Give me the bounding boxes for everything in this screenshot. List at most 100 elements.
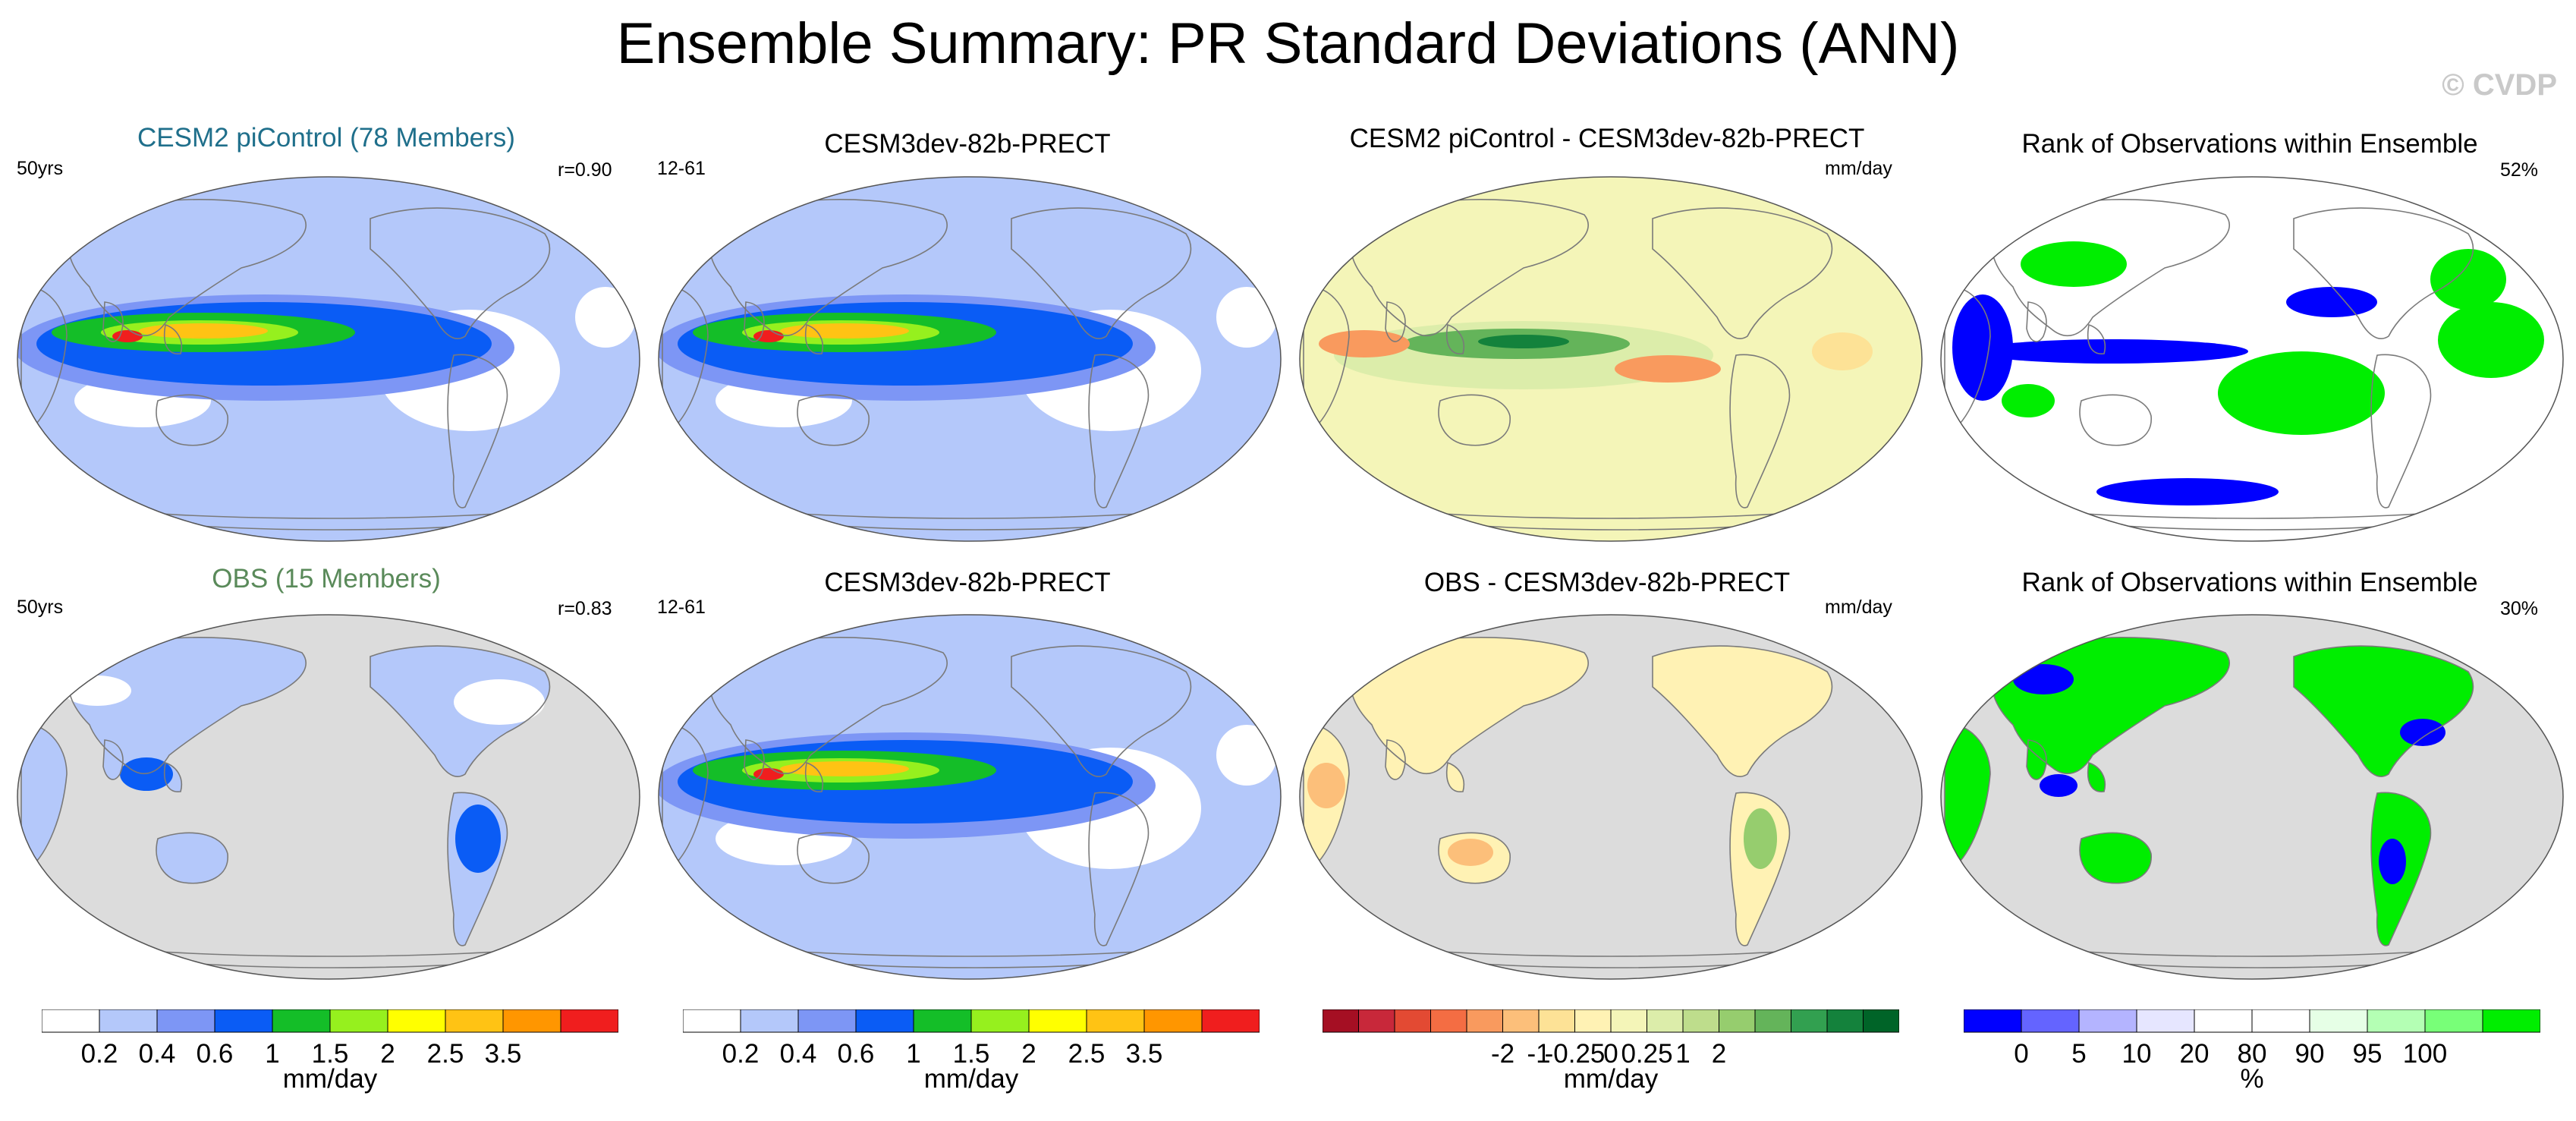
panel-4-field: [1941, 177, 2563, 541]
colorbar-tick-label: -2: [1491, 1039, 1514, 1069]
colorbar-tick-label: 0.4: [780, 1039, 817, 1069]
coastline-samerica: [2370, 354, 2432, 509]
coastline-europe: [1261, 232, 1274, 288]
coastline-india: [2026, 739, 2047, 780]
coastline-samerica: [447, 792, 508, 946]
panel-7-field: [1300, 615, 1922, 979]
panel-7-map: [1299, 614, 1923, 980]
colorbar-tick-label: 2.5: [427, 1039, 464, 1069]
coastline-greenland: [2471, 194, 2510, 232]
colorbar-swatch: [272, 1009, 331, 1033]
colorbar-tick-label: 3.5: [1126, 1039, 1163, 1069]
panel-2-field: [659, 177, 1281, 541]
colorbar-swatch: [42, 1009, 100, 1033]
colorbar-swatch: [156, 1009, 215, 1033]
coastline-seasia: [164, 323, 182, 354]
colorbar-swatch: [1502, 1009, 1540, 1033]
coastline-namerica: [1652, 207, 1833, 339]
panel-2-left-label: 12-61: [657, 158, 706, 179]
coastline-seasia: [2087, 761, 2106, 792]
colorbar-swatch: [1754, 1009, 1791, 1033]
coastline-australia: [797, 832, 870, 884]
panel-6-field: [659, 615, 1281, 979]
coastline-australia: [2079, 394, 2152, 446]
map-border: [658, 176, 1282, 542]
panel-2-title: CESM3dev-82b-PRECT: [824, 129, 1111, 159]
coastline-india: [744, 301, 765, 342]
panel-8-field: [1941, 615, 2563, 979]
colorbar-swatch: [1394, 1009, 1431, 1033]
colorbar-tick-label: 20: [2180, 1039, 2210, 1069]
coastline-seasia: [1446, 323, 1464, 354]
colorbar-tick-label: 0.6: [197, 1039, 234, 1069]
colorbar-swatch: [387, 1009, 446, 1033]
coastline-namerica: [1652, 645, 1833, 777]
colorbar-swatch: [1647, 1009, 1684, 1033]
colorbar-1-unit: mm/day: [282, 1064, 378, 1094]
map-border: [658, 614, 1282, 980]
colorbar-2-unit: mm/day: [923, 1064, 1019, 1094]
panel-8-right-label: 30%: [2500, 598, 2539, 619]
colorbar-2: 0.2 0.4 0.6 1 1.5 2 2.5 3.5: [683, 1009, 1260, 1069]
colorbar-swatch: [1358, 1009, 1395, 1033]
coastline-india: [744, 739, 765, 780]
colorbar-tick-label: 90: [2295, 1039, 2325, 1069]
panel-3-right-label: mm/day: [1825, 158, 1892, 179]
panel-7-right-label: mm/day: [1825, 597, 1892, 618]
map-border: [1940, 614, 2564, 980]
coastline-europe: [1902, 232, 1915, 288]
panel-3-map: [1299, 176, 1923, 542]
colorbar-tick-label: 3.5: [485, 1039, 522, 1069]
coastline-asia: [708, 637, 948, 775]
panel-3-title: CESM2 piControl - CESM3dev-82b-PRECT: [1349, 124, 1865, 153]
coastline-europe: [1902, 670, 1915, 726]
coastline-namerica: [370, 207, 551, 339]
panel-5-left-label: 50yrs: [17, 597, 64, 618]
colorbar-swatch: [99, 1009, 158, 1033]
colorbar-tick-label: 95: [2353, 1039, 2383, 1069]
colorbar-swatch: [1538, 1009, 1575, 1033]
panel-2-map: [658, 176, 1282, 542]
coastline-india: [2026, 301, 2047, 342]
coastline-europe: [620, 232, 633, 288]
map-border: [1299, 614, 1923, 980]
colorbar-tick-label: 0: [2014, 1039, 2028, 1069]
colorbar-swatch: [2482, 1009, 2540, 1033]
coastline-seasia: [164, 761, 182, 792]
coastline-samerica: [1729, 354, 1791, 509]
cvdp-watermark: © CVDP: [2442, 68, 2557, 102]
colorbar-tick-label: 2: [1712, 1039, 1726, 1069]
colorbar-tick-label: 5: [2071, 1039, 2086, 1069]
colorbar-swatch: [560, 1009, 618, 1033]
colorbar-swatch: [1964, 1009, 2022, 1033]
colorbar-tick-label: 0.2: [81, 1039, 118, 1069]
colorbar-tick-label: -0.25: [1545, 1039, 1606, 1069]
coastline-greenland: [2471, 632, 2510, 670]
panel-4-title: Rank of Observations within Ensemble: [2021, 129, 2478, 159]
coastline-india: [1385, 739, 1406, 780]
panel-8-title: Rank of Observations within Ensemble: [2021, 568, 2478, 597]
map-border: [1299, 176, 1923, 542]
panel-1-map: [17, 176, 640, 542]
coastline-asia: [1990, 199, 2230, 337]
colorbar-swatch: [2424, 1009, 2483, 1033]
coastline-samerica: [1088, 792, 1150, 946]
coastline-australia: [1438, 832, 1511, 884]
coastline-namerica: [2293, 207, 2474, 339]
colorbar-swatch: [502, 1009, 561, 1033]
colorbar-swatch: [855, 1009, 914, 1033]
map-border: [1940, 176, 2564, 542]
coastline-asia: [67, 199, 307, 337]
panel-5-title: OBS (15 Members): [212, 564, 441, 594]
panel-5-map: [17, 614, 640, 980]
colorbar-swatch: [1574, 1009, 1612, 1033]
colorbar-tick-label: 100: [2403, 1039, 2447, 1069]
coastline-europe: [2543, 670, 2556, 726]
panel-1-title: CESM2 piControl (78 Members): [137, 123, 515, 153]
panel-3-field: [1300, 177, 1922, 541]
colorbar-tick-label: 2: [380, 1039, 395, 1069]
coastline-samerica: [447, 354, 508, 509]
coastline-namerica: [1011, 207, 1192, 339]
coastline-australia: [1438, 394, 1511, 446]
coastline-namerica: [2293, 645, 2474, 777]
